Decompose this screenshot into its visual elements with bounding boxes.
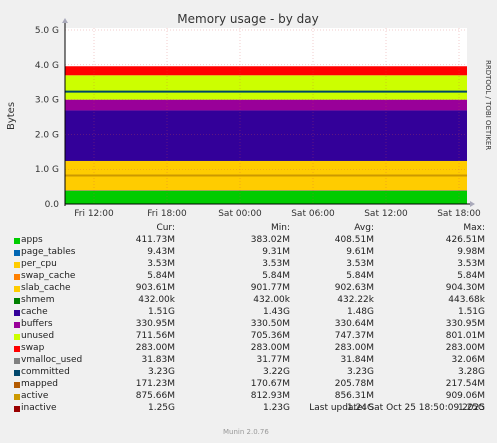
watermark: RRDTOOL / TOBI OETIKER xyxy=(484,60,492,150)
y-tick-label: 3.0 G xyxy=(35,96,59,106)
y-tick-label: 4.0 G xyxy=(35,61,59,71)
x-tick-label: Sat 12:00 xyxy=(364,209,408,219)
x-tick-label: Sat 06:00 xyxy=(291,209,335,219)
band-page-tables xyxy=(65,190,467,191)
y-tick-label: 2.0 G xyxy=(35,130,59,140)
x-tick-label: Sat 00:00 xyxy=(218,209,262,219)
y-tick-label: 1.0 G xyxy=(35,165,59,175)
y-axis-label: Bytes xyxy=(6,102,17,130)
x-tick-label: Fri 12:00 xyxy=(74,209,114,219)
x-tick-label: Sat 18:00 xyxy=(437,209,481,219)
x-tick-label: Fri 18:00 xyxy=(147,209,187,219)
y-gridlines xyxy=(65,29,467,205)
band-apps xyxy=(65,190,467,204)
y-tick-label: 5.0 G xyxy=(35,26,59,36)
area-bands xyxy=(65,66,467,204)
band-swap xyxy=(65,66,467,76)
x-tick-labels: Fri 12:00 Fri 18:00 Sat 00:00 Sat 06:00 Sat … xyxy=(74,209,481,219)
x-axis-arrow-icon xyxy=(470,201,475,207)
y-tick-label: 0.0 xyxy=(45,200,60,210)
chart-title: Memory usage - by day xyxy=(177,12,318,26)
band-buffers xyxy=(65,99,467,111)
series-lines xyxy=(65,90,467,177)
band-unused xyxy=(65,75,467,100)
y-tick-labels: 0.0 1.0 G 2.0 G 3.0 G 4.0 G 5.0 G xyxy=(35,26,59,210)
y-axis-arrow-icon xyxy=(62,18,68,23)
x-gridlines xyxy=(93,28,460,204)
band-cache xyxy=(65,110,467,161)
